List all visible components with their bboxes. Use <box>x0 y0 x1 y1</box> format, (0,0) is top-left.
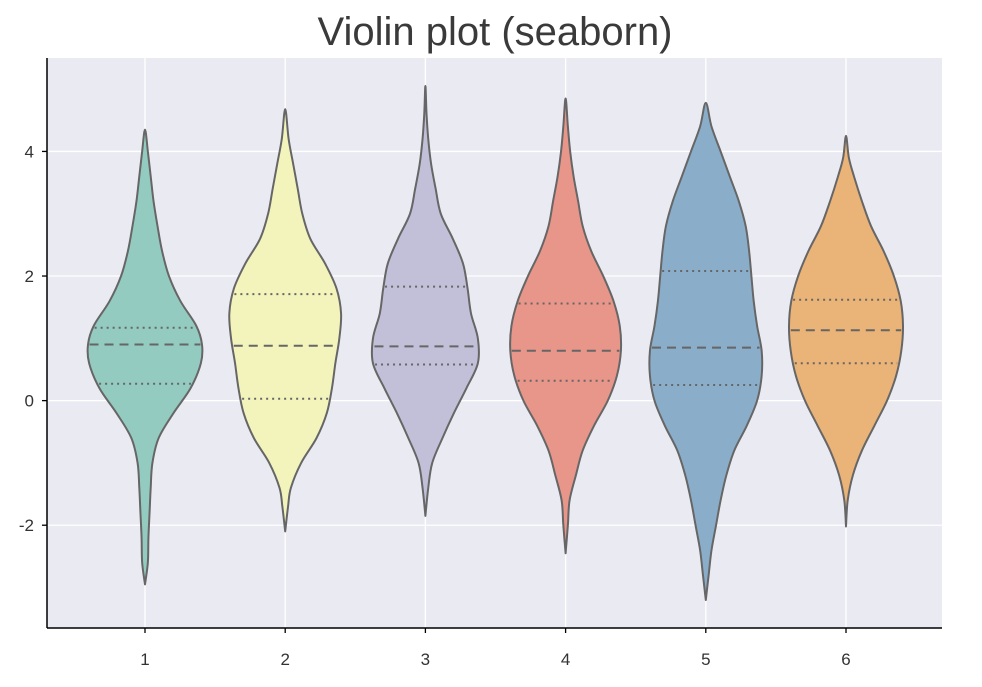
violin-5 <box>648 101 764 601</box>
violin-2 <box>228 108 343 533</box>
violin-body <box>787 134 905 528</box>
x-tick-label: 5 <box>701 650 710 669</box>
y-tick-label: 4 <box>25 142 34 161</box>
y-tick-label: 0 <box>25 392 34 411</box>
chart-title: Violin plot (seaborn) <box>317 10 672 54</box>
violin-body <box>228 108 343 533</box>
violin-body <box>86 128 204 586</box>
axes: -2 0 2 4 1 2 3 4 5 6 <box>19 58 942 669</box>
x-tick-label: 6 <box>841 650 850 669</box>
violin-3 <box>370 85 480 517</box>
x-tick-label: 4 <box>561 650 570 669</box>
x-tick-label: 3 <box>421 650 430 669</box>
violins <box>86 85 905 601</box>
x-tick-label: 2 <box>280 650 289 669</box>
y-tick-label: -2 <box>19 516 34 535</box>
violin-body <box>648 101 764 601</box>
violin-body <box>509 97 623 555</box>
violin-6 <box>787 134 905 528</box>
violin-body <box>370 85 480 517</box>
violin-4 <box>509 97 623 555</box>
x-tick-label: 1 <box>140 650 149 669</box>
violin-1 <box>86 128 204 586</box>
y-tick-label: 2 <box>25 267 34 286</box>
